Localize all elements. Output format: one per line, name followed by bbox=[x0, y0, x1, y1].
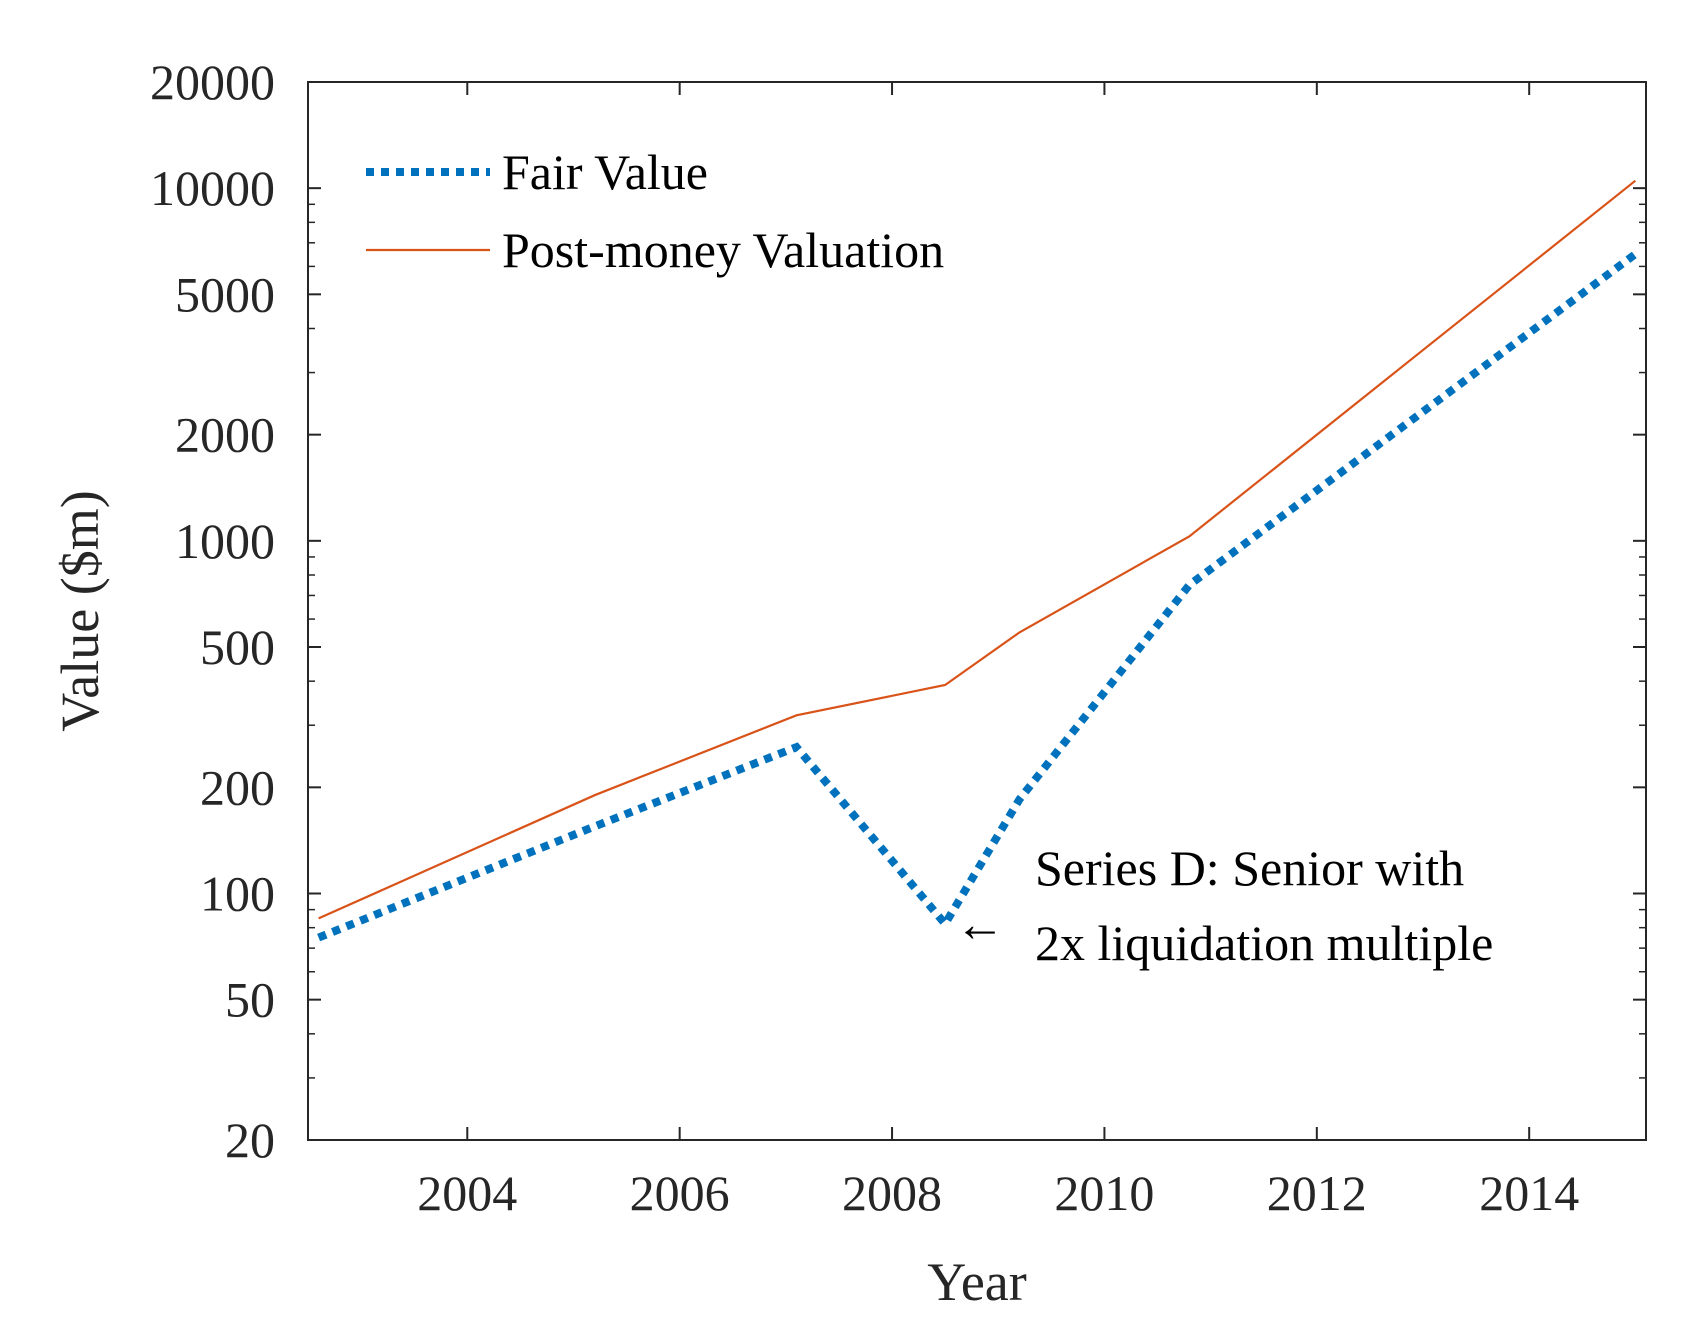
y-tick-label-2000: 2000 bbox=[175, 407, 275, 463]
y-tick-label-20: 20 bbox=[225, 1112, 275, 1168]
x-tick-label-2012: 2012 bbox=[1267, 1165, 1367, 1221]
labels-layer: 2004 2006 2008 2010 2012 2014 20 50 100 200 500 100… bbox=[150, 54, 1579, 1221]
legend: Fair Value Post-money Valuation bbox=[366, 144, 944, 278]
y-tick-label-100: 100 bbox=[200, 865, 275, 921]
annotation-arrow: ← bbox=[955, 896, 1005, 952]
annotation-line-1: Series D: Senior with bbox=[1035, 840, 1464, 896]
y-tick-label-50: 50 bbox=[225, 972, 275, 1028]
annotation-line-2: 2x liquidation multiple bbox=[1035, 915, 1493, 971]
x-tick-label-2010: 2010 bbox=[1054, 1165, 1154, 1221]
x-tick-label-2004: 2004 bbox=[417, 1165, 517, 1221]
legend-label-post-money-valuation: Post-money Valuation bbox=[502, 222, 944, 278]
ticks-layer bbox=[308, 81, 1646, 1141]
x-tick-label-2014: 2014 bbox=[1479, 1165, 1579, 1221]
y-tick-label-20000: 20000 bbox=[150, 54, 275, 110]
x-tick-label-2008: 2008 bbox=[842, 1165, 942, 1221]
series-line-post-money-valuation bbox=[318, 179, 1637, 920]
annotation: ← Series D: Senior with 2x liquidation m… bbox=[955, 840, 1493, 971]
y-tick-label-1000: 1000 bbox=[175, 513, 275, 569]
y-tick-label-10000: 10000 bbox=[150, 160, 275, 216]
x-axis-title: Year bbox=[927, 1252, 1027, 1312]
y-tick-label-200: 200 bbox=[200, 759, 275, 815]
series-layer bbox=[317, 179, 1638, 942]
legend-label-fair-value: Fair Value bbox=[502, 144, 708, 200]
y-tick-label-5000: 5000 bbox=[175, 266, 275, 322]
x-tick-label-2006: 2006 bbox=[630, 1165, 730, 1221]
y-axis-title: Value ($m) bbox=[50, 490, 110, 731]
y-tick-label-500: 500 bbox=[200, 619, 275, 675]
plot-frame bbox=[307, 81, 1647, 1141]
